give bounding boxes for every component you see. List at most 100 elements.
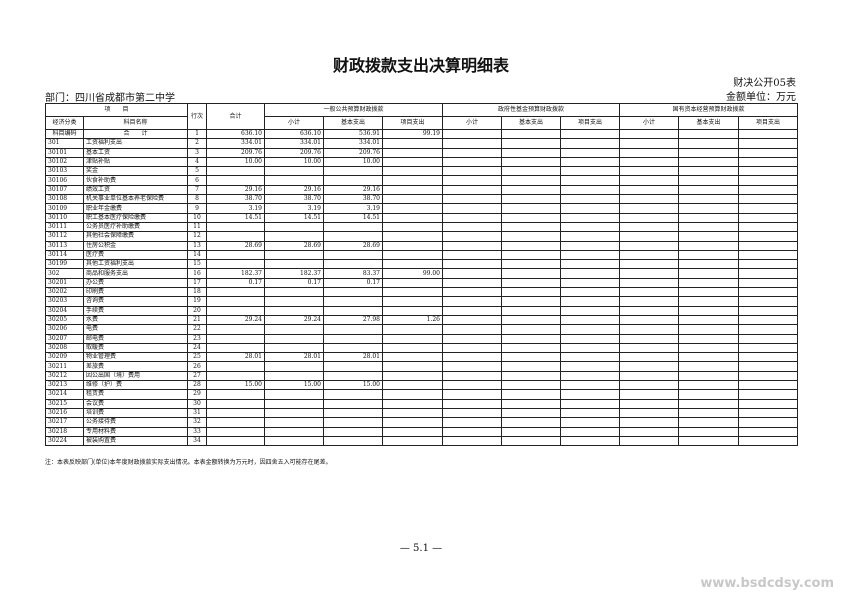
subject-code: 30208	[45, 342, 84, 354]
table-row: 30205 水费 21 29.24 29.24 27.98 1.26	[45, 314, 798, 326]
general-basic: 536.91	[323, 128, 383, 140]
empty-cell	[619, 333, 679, 344]
table-row: 30114 医疗费 14	[45, 249, 798, 261]
empty-cell	[678, 184, 739, 196]
empty-cell	[442, 296, 502, 307]
empty-cell	[678, 379, 739, 391]
general-project	[382, 259, 443, 270]
empty-cell	[442, 361, 502, 372]
empty-cell	[560, 333, 620, 344]
subject-code: 30214	[45, 389, 84, 400]
subject-code: 30207	[45, 333, 84, 344]
empty-cell	[501, 138, 561, 149]
table-row: 科目编码合 计 1 636.10 636.10 536.91 99.19	[45, 128, 798, 140]
table-row: 30203 咨询费 19	[45, 296, 798, 307]
empty-cell	[501, 147, 561, 158]
general-subtotal: 10.00	[264, 156, 324, 168]
table-row: 30218 专用材料费 33	[45, 426, 798, 437]
total-amount: 334.01	[206, 138, 265, 149]
empty-cell	[560, 184, 620, 196]
general-project	[382, 212, 443, 223]
empty-cell	[619, 166, 679, 177]
general-project	[382, 203, 443, 214]
total-amount: 10.00	[206, 156, 265, 168]
empty-cell	[560, 221, 620, 233]
general-basic	[323, 166, 383, 177]
empty-cell	[619, 305, 679, 316]
subject-code: 30114	[45, 249, 84, 261]
empty-cell	[560, 398, 620, 409]
empty-cell	[501, 417, 561, 428]
subject-code: 30110	[45, 212, 84, 223]
subject-name: 机关事业单位基本养老保险费	[83, 194, 188, 205]
empty-cell	[619, 370, 679, 382]
empty-cell	[678, 212, 739, 223]
empty-cell	[678, 398, 739, 409]
subject-name: 商品和服务支出	[83, 268, 188, 279]
general-project	[382, 175, 443, 186]
general-basic: 27.98	[323, 314, 383, 326]
empty-cell	[738, 184, 798, 196]
row-number: 29	[187, 389, 207, 400]
general-project	[382, 240, 443, 251]
total-amount: 28.01	[206, 352, 265, 363]
subject-name: 取暖费	[83, 342, 188, 354]
empty-cell	[738, 389, 798, 400]
empty-cell	[442, 147, 502, 158]
empty-cell	[678, 417, 739, 428]
watermark: www.bsdcdsy.com	[700, 576, 834, 591]
empty-cell	[619, 194, 679, 205]
table-row: 30212 因公出国（境）费用 27	[45, 370, 798, 382]
empty-cell	[501, 221, 561, 233]
general-project	[382, 417, 443, 428]
subject-code: 30111	[45, 221, 84, 233]
general-project	[382, 435, 443, 447]
empty-cell	[442, 221, 502, 233]
general-basic	[323, 296, 383, 307]
table-row: 30216 培训费 31	[45, 407, 798, 419]
general-subtotal	[264, 342, 324, 354]
general-subtotal: 15.00	[264, 379, 324, 391]
empty-cell	[619, 324, 679, 335]
subject-name: 绩效工资	[83, 184, 188, 196]
total-amount: 636.10	[206, 128, 265, 140]
expenditure-table: 项 目 行次 合计 一般公共预算财政拨款 政府性基金预算财政拨款 国有资本经营预…	[45, 103, 798, 447]
general-basic: 14.51	[323, 212, 383, 223]
empty-cell	[738, 259, 798, 270]
total-amount	[206, 342, 265, 354]
general-subtotal: 28.01	[264, 352, 324, 363]
header-basic: 基本支出	[678, 116, 739, 130]
table-note: 注：本表反映部门(单位)本年度财政拨款实际支出情况。本表金额转换为万元时，因四舍…	[45, 459, 332, 466]
subject-code: 30202	[45, 287, 84, 298]
total-amount	[206, 361, 265, 372]
empty-cell	[560, 249, 620, 261]
general-basic	[323, 324, 383, 335]
empty-cell	[501, 314, 561, 326]
subject-name: 手续费	[83, 305, 188, 316]
general-basic: 15.00	[323, 379, 383, 391]
total-amount	[206, 296, 265, 307]
empty-cell	[678, 203, 739, 214]
empty-cell	[442, 203, 502, 214]
empty-cell	[501, 259, 561, 270]
row-number: 34	[187, 435, 207, 447]
row-number: 25	[187, 352, 207, 363]
general-project: 1.26	[382, 314, 443, 326]
subject-code: 30215	[45, 398, 84, 409]
empty-cell	[619, 417, 679, 428]
general-project	[382, 333, 443, 344]
general-basic: 334.01	[323, 138, 383, 149]
row-number: 21	[187, 314, 207, 326]
subject-code: 30218	[45, 426, 84, 437]
empty-cell	[442, 128, 502, 140]
empty-cell	[560, 324, 620, 335]
header-item: 项 目	[45, 103, 188, 117]
empty-cell	[560, 194, 620, 205]
total-amount: 15.00	[206, 379, 265, 391]
row-number: 32	[187, 417, 207, 428]
subject-code: 30224	[45, 435, 84, 447]
subject-name: 公务员医疗补助缴费	[83, 221, 188, 233]
amount-unit: 金额单位：万元	[726, 92, 796, 103]
empty-cell	[738, 128, 798, 140]
empty-cell	[501, 194, 561, 205]
